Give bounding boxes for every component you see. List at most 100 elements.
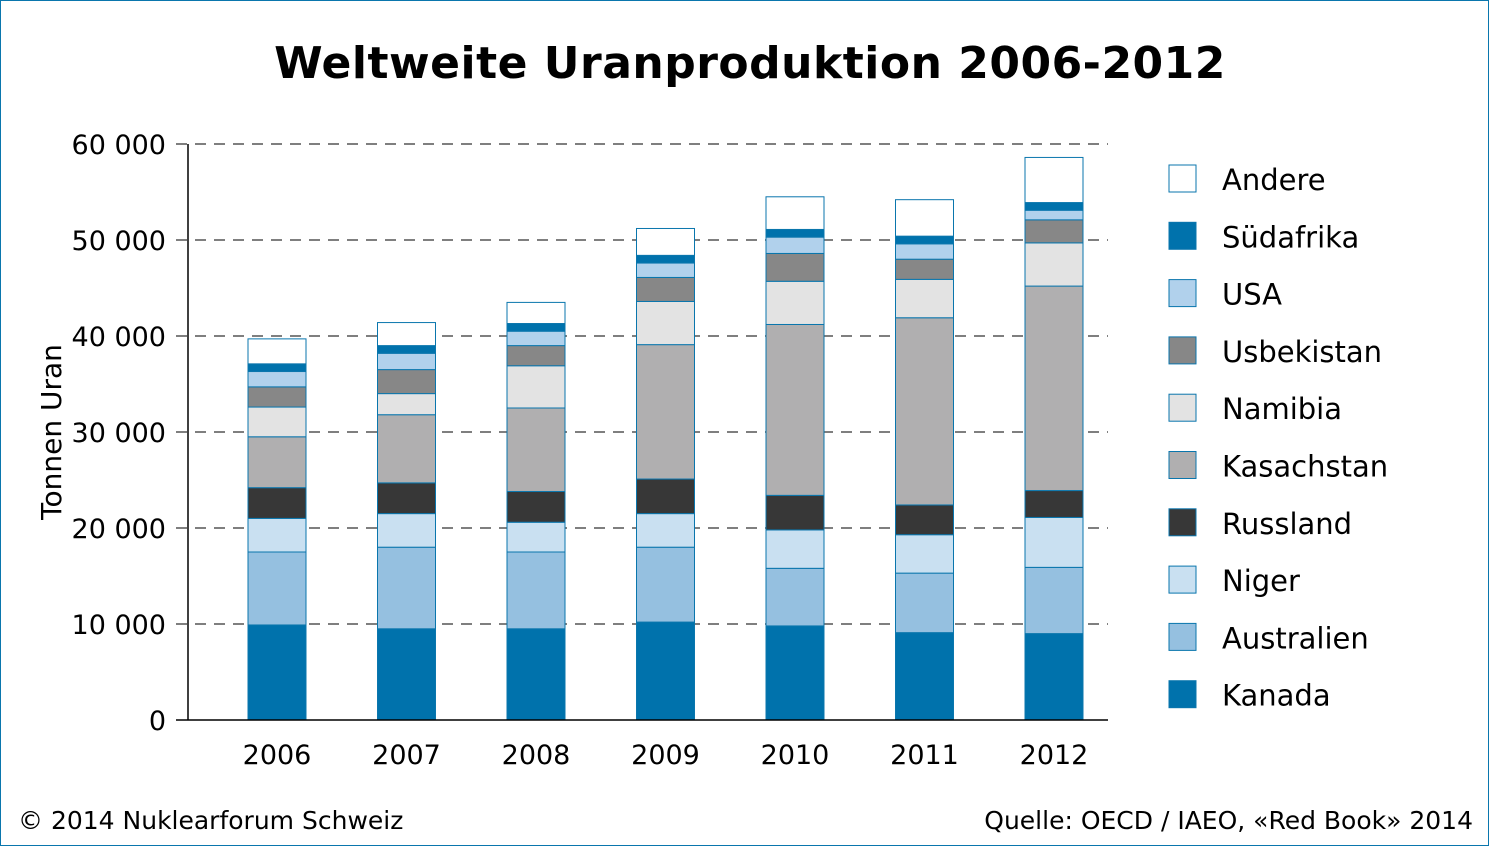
y-tick-label: 60 000 xyxy=(72,130,166,161)
bar-segment-kanada xyxy=(247,624,307,721)
bar-segment-kasachstan xyxy=(636,344,695,480)
bar-segment-niger xyxy=(506,521,566,553)
bar-segment-kanada xyxy=(895,632,954,721)
bar-segment-kasachstan xyxy=(247,436,307,489)
y-axis-label: Tonnen Uran xyxy=(35,344,68,521)
bar-segment-australien xyxy=(377,546,436,630)
bar-segment-südafrika xyxy=(377,345,436,354)
copyright-text: © 2014 Nuklearforum Schweiz xyxy=(18,806,404,835)
bar-segment-andere xyxy=(506,301,566,325)
legend-swatch-usa xyxy=(1168,279,1197,308)
legend-label-australien: Australien xyxy=(1222,621,1369,655)
bar-segment-kanada xyxy=(636,621,695,721)
bar-segment-usa xyxy=(636,262,695,278)
source-text: Quelle: OECD / IAEO, «Red Book» 2014 xyxy=(984,806,1473,835)
bar-segment-kanada xyxy=(377,628,436,721)
bar-segment-niger xyxy=(247,517,307,553)
legend-swatch-kanada xyxy=(1168,680,1197,709)
legend-label-südafrika: Südafrika xyxy=(1222,220,1359,254)
legend-swatch-niger xyxy=(1168,565,1197,594)
bar-segment-usbekistan xyxy=(765,252,825,282)
legend-swatch-australien xyxy=(1168,622,1197,651)
bar-segment-kasachstan xyxy=(895,317,954,506)
bar-segment-usbekistan xyxy=(247,386,307,408)
bar-segment-andere xyxy=(765,196,825,230)
bar-segment-usbekistan xyxy=(1024,219,1084,244)
bar-segment-russland xyxy=(1024,490,1084,518)
bar-segment-usa xyxy=(895,243,954,260)
legend-label-kanada: Kanada xyxy=(1222,679,1331,713)
x-tick-label: 2006 xyxy=(243,740,312,771)
bar-segment-namibia xyxy=(1024,242,1084,287)
bar-segment-namibia xyxy=(506,365,566,409)
bar-segment-usa xyxy=(247,371,307,388)
y-tick-label: 10 000 xyxy=(72,610,166,641)
bar-segment-südafrika xyxy=(895,235,954,245)
legend-label-andere: Andere xyxy=(1222,163,1326,197)
bar-segment-russland xyxy=(895,504,954,536)
bar-segment-andere xyxy=(1024,156,1084,204)
x-tick-label: 2009 xyxy=(631,740,700,771)
bar-segment-niger xyxy=(895,534,954,574)
bar-segment-kasachstan xyxy=(377,414,436,484)
bar-segment-andere xyxy=(895,199,954,237)
bar-segment-kasachstan xyxy=(1024,285,1084,492)
bar-segment-kanada xyxy=(506,628,566,721)
legend-label-niger: Niger xyxy=(1222,564,1300,598)
bar-segment-südafrika xyxy=(636,254,695,264)
legend-swatch-russland xyxy=(1168,508,1197,537)
bar-segment-usa xyxy=(506,330,566,347)
bar-segment-andere xyxy=(636,227,695,256)
legend-label-usa: USA xyxy=(1222,278,1282,312)
bar-segment-australien xyxy=(765,567,825,627)
bar-segment-niger xyxy=(377,513,436,548)
bar-segment-russland xyxy=(377,482,436,515)
bar-segment-kasachstan xyxy=(506,407,566,493)
bar-segment-usbekistan xyxy=(636,276,695,302)
bar-segment-russland xyxy=(506,491,566,523)
bar-segment-niger xyxy=(1024,516,1084,568)
bar-segment-namibia xyxy=(895,278,954,319)
bar-segment-kanada xyxy=(765,625,825,721)
bar-segment-australien xyxy=(1024,566,1084,635)
y-tick-label: 40 000 xyxy=(72,322,166,353)
bar-segment-australien xyxy=(506,551,566,630)
bar-segment-russland xyxy=(636,478,695,515)
x-tick-label: 2011 xyxy=(890,740,959,771)
bar-segment-russland xyxy=(247,487,307,519)
bar-segment-südafrika xyxy=(765,228,825,238)
x-tick-label: 2008 xyxy=(502,740,571,771)
legend-swatch-südafrika xyxy=(1168,221,1197,250)
bar-segment-kanada xyxy=(1024,633,1084,721)
y-tick-label: 30 000 xyxy=(72,418,166,449)
legend-swatch-namibia xyxy=(1168,393,1197,422)
bar-segment-russland xyxy=(765,494,825,531)
bar-segment-namibia xyxy=(247,406,307,438)
bar-segment-andere xyxy=(377,322,436,347)
legend-label-namibia: Namibia xyxy=(1222,392,1342,426)
x-tick-label: 2010 xyxy=(761,740,830,771)
legend-label-usbekistan: Usbekistan xyxy=(1222,335,1382,369)
legend-swatch-usbekistan xyxy=(1168,336,1197,365)
bar-segment-usbekistan xyxy=(506,345,566,367)
legend-swatch-kasachstan xyxy=(1168,451,1197,479)
chart-title: Weltweite Uranproduktion 2006-2012 xyxy=(274,38,1226,89)
bar-segment-namibia xyxy=(765,280,825,325)
bar-segment-namibia xyxy=(636,300,695,346)
bar-segment-südafrika xyxy=(1024,202,1084,211)
bar-segment-südafrika xyxy=(247,363,307,373)
bar-segment-niger xyxy=(636,513,695,548)
y-tick-label: 50 000 xyxy=(72,226,166,257)
y-tick-label: 0 xyxy=(149,706,166,737)
x-tick-label: 2007 xyxy=(372,740,441,771)
x-tick-label: 2012 xyxy=(1020,740,1089,771)
legend-label-russland: Russland xyxy=(1222,507,1352,541)
y-tick-label: 20 000 xyxy=(72,514,166,545)
bar-segment-niger xyxy=(765,529,825,569)
bar-segment-usa xyxy=(765,236,825,254)
bar-segment-usa xyxy=(1024,209,1084,221)
bar-segment-australien xyxy=(247,551,307,626)
bar-segment-usbekistan xyxy=(377,369,436,395)
bar-segment-andere xyxy=(247,338,307,365)
